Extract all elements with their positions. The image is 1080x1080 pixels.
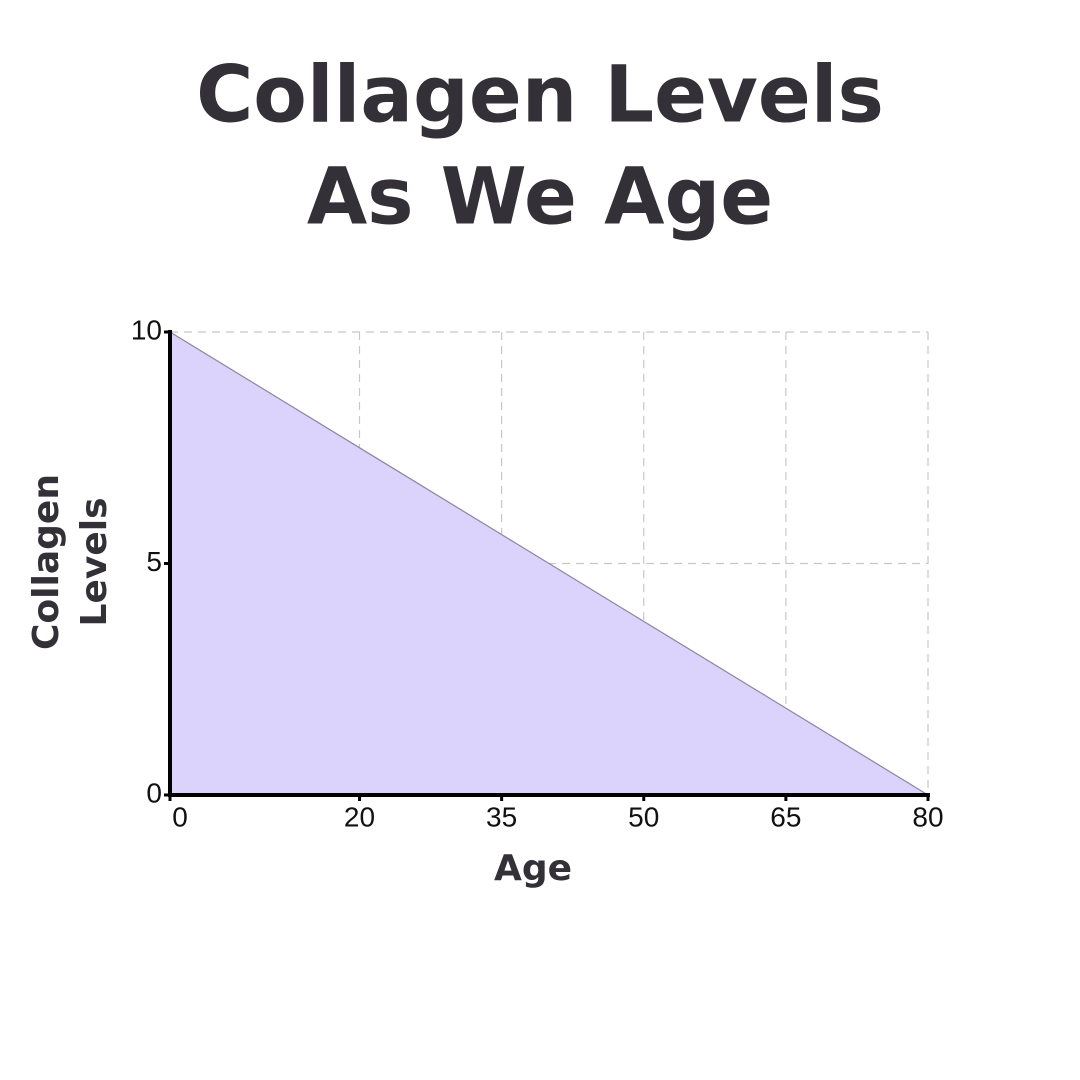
y-axis-label: Collagen Levels	[26, 474, 115, 650]
y-axis-label-line: Levels	[74, 497, 115, 626]
chart-title: As We Age	[307, 152, 773, 242]
x-tick-label: 50	[628, 801, 659, 832]
x-tick-label: 80	[912, 801, 943, 832]
chart-title: Collagen Levels	[196, 50, 884, 140]
x-axis-label: Age	[494, 848, 572, 889]
x-tick-label: 35	[486, 801, 517, 832]
x-tick-label: 0	[172, 801, 188, 832]
y-tick-label: 10	[131, 314, 162, 345]
area-line	[169, 331, 929, 796]
y-tick-label: 5	[146, 546, 162, 577]
x-tick-label: 20	[344, 801, 375, 832]
x-tick-label: 65	[770, 801, 801, 832]
y-tick-label: 0	[146, 777, 162, 808]
y-axis-label-line: Collagen	[26, 474, 67, 650]
